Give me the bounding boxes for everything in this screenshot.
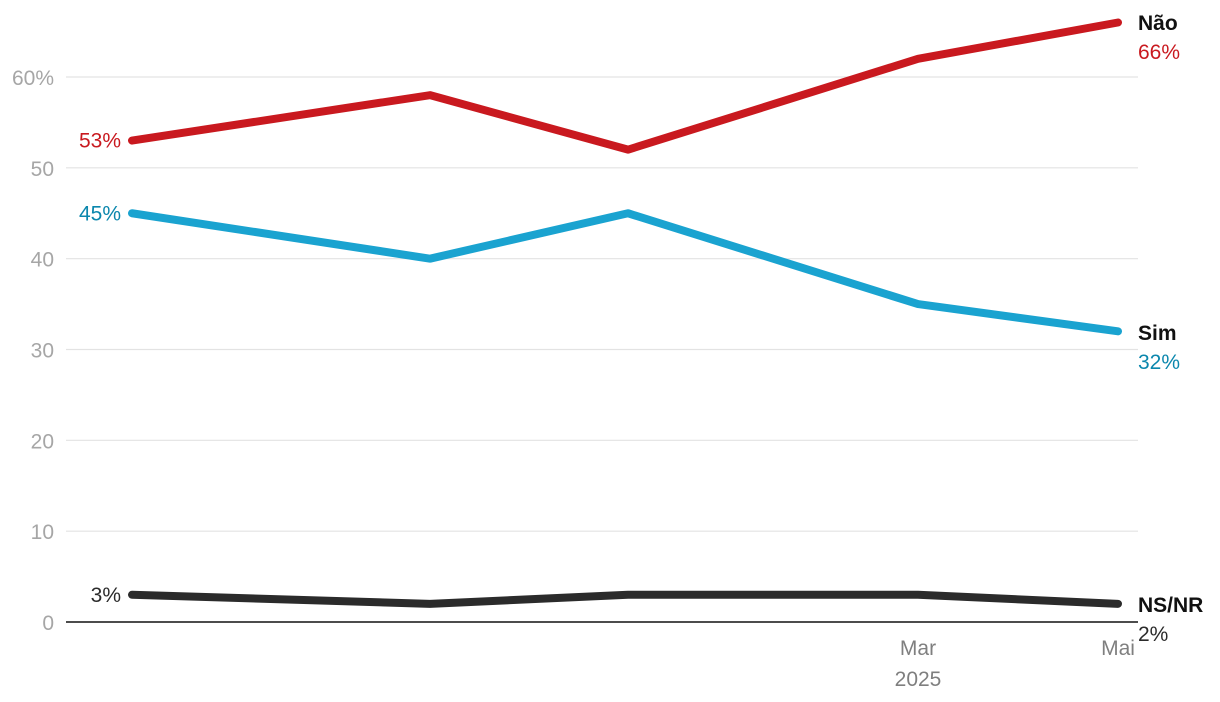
end-value-label: 32% bbox=[1138, 351, 1180, 374]
series-labels: 53% Não 66% 45% Sim 32% 3% NS/NR 2% bbox=[79, 12, 1203, 646]
series-line-n-o bbox=[128, 18, 1122, 154]
x-tick-label: Mai bbox=[1101, 637, 1135, 660]
x-tick-label: Mar bbox=[900, 637, 936, 660]
y-tick-label: 40 bbox=[31, 249, 54, 272]
series-name-label: Não bbox=[1138, 12, 1178, 35]
y-tick-label: 10 bbox=[31, 521, 54, 544]
y-tick-label: 60% bbox=[12, 67, 54, 90]
series-lines bbox=[128, 18, 1122, 608]
series-line-sim bbox=[128, 209, 1122, 336]
x-axis-ticks: Mar 2025 Mai bbox=[895, 637, 1135, 691]
y-axis-ticks: 0 10 20 30 40 50 60% bbox=[12, 67, 54, 635]
y-tick-label: 50 bbox=[31, 158, 54, 181]
x-tick-label-year: 2025 bbox=[895, 668, 942, 691]
y-tick-label: 20 bbox=[31, 430, 54, 453]
start-value-label: 45% bbox=[79, 202, 121, 225]
grid-lines bbox=[66, 76, 1138, 623]
start-value-label: 53% bbox=[79, 130, 121, 153]
start-value-label: 3% bbox=[91, 584, 121, 607]
series-name-label: NS/NR bbox=[1138, 594, 1203, 617]
series-line-ns-nr bbox=[128, 590, 1122, 608]
y-tick-label: 0 bbox=[42, 612, 54, 635]
y-tick-label: 30 bbox=[31, 340, 54, 363]
end-value-label: 66% bbox=[1138, 41, 1180, 64]
end-value-label: 2% bbox=[1138, 623, 1168, 646]
series-name-label: Sim bbox=[1138, 322, 1177, 345]
